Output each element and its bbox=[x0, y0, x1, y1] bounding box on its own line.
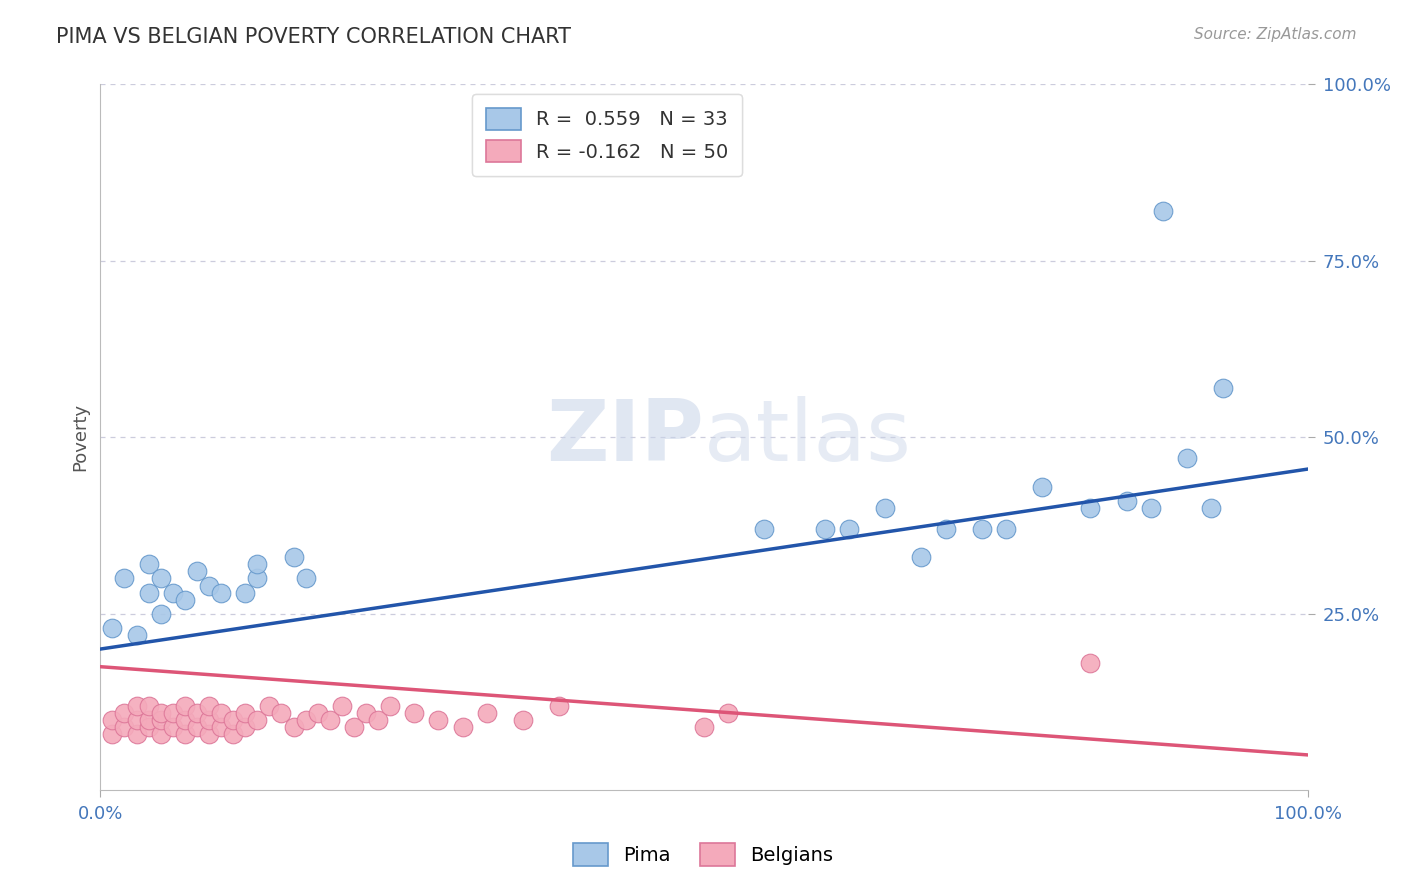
Point bbox=[307, 706, 329, 720]
Point bbox=[138, 713, 160, 727]
Point bbox=[138, 558, 160, 572]
Point bbox=[717, 706, 740, 720]
Point bbox=[934, 522, 956, 536]
Point bbox=[198, 727, 221, 741]
Point bbox=[754, 522, 776, 536]
Point bbox=[149, 706, 172, 720]
Point bbox=[125, 698, 148, 713]
Point bbox=[1152, 204, 1174, 219]
Point bbox=[114, 572, 136, 586]
Point bbox=[367, 713, 389, 727]
Point bbox=[198, 713, 221, 727]
Point bbox=[1080, 500, 1102, 515]
Point bbox=[162, 585, 184, 599]
Point bbox=[1212, 381, 1234, 395]
Point bbox=[1115, 493, 1137, 508]
Point bbox=[173, 698, 195, 713]
Point bbox=[173, 727, 195, 741]
Point bbox=[354, 706, 377, 720]
Point bbox=[246, 713, 269, 727]
Point bbox=[125, 628, 148, 642]
Point bbox=[101, 621, 124, 635]
Legend: R =  0.559   N = 33, R = -0.162   N = 50: R = 0.559 N = 33, R = -0.162 N = 50 bbox=[472, 95, 742, 176]
Point bbox=[209, 585, 232, 599]
Point bbox=[451, 720, 474, 734]
Point bbox=[114, 706, 136, 720]
Point bbox=[283, 550, 305, 565]
Text: PIMA VS BELGIAN POVERTY CORRELATION CHART: PIMA VS BELGIAN POVERTY CORRELATION CHAR… bbox=[56, 27, 571, 46]
Point bbox=[1031, 480, 1053, 494]
Point bbox=[198, 578, 221, 592]
Point bbox=[162, 720, 184, 734]
Point bbox=[222, 713, 245, 727]
Point bbox=[186, 706, 208, 720]
Point bbox=[101, 727, 124, 741]
Point bbox=[548, 698, 571, 713]
Legend: Pima, Belgians: Pima, Belgians bbox=[565, 835, 841, 873]
Point bbox=[512, 713, 534, 727]
Point bbox=[994, 522, 1017, 536]
Point bbox=[378, 698, 401, 713]
Point bbox=[138, 585, 160, 599]
Point bbox=[101, 713, 124, 727]
Point bbox=[233, 720, 256, 734]
Point bbox=[125, 713, 148, 727]
Point bbox=[693, 720, 716, 734]
Point bbox=[970, 522, 993, 536]
Point bbox=[173, 713, 195, 727]
Point bbox=[233, 585, 256, 599]
Point bbox=[283, 720, 305, 734]
Point bbox=[259, 698, 281, 713]
Point bbox=[1199, 500, 1222, 515]
Y-axis label: Poverty: Poverty bbox=[72, 403, 89, 471]
Text: atlas: atlas bbox=[704, 396, 912, 479]
Point bbox=[404, 706, 426, 720]
Point bbox=[294, 713, 316, 727]
Point bbox=[149, 572, 172, 586]
Point bbox=[875, 500, 897, 515]
Point bbox=[149, 713, 172, 727]
Point bbox=[1175, 451, 1198, 466]
Point bbox=[330, 698, 353, 713]
Point bbox=[149, 727, 172, 741]
Point bbox=[138, 720, 160, 734]
Point bbox=[246, 558, 269, 572]
Point bbox=[814, 522, 837, 536]
Point bbox=[233, 706, 256, 720]
Point bbox=[222, 727, 245, 741]
Point bbox=[270, 706, 292, 720]
Text: ZIP: ZIP bbox=[547, 396, 704, 479]
Point bbox=[294, 572, 316, 586]
Point bbox=[910, 550, 932, 565]
Point bbox=[198, 698, 221, 713]
Point bbox=[343, 720, 366, 734]
Point bbox=[125, 727, 148, 741]
Point bbox=[838, 522, 860, 536]
Point bbox=[319, 713, 342, 727]
Point bbox=[162, 706, 184, 720]
Point bbox=[246, 572, 269, 586]
Point bbox=[186, 565, 208, 579]
Text: Source: ZipAtlas.com: Source: ZipAtlas.com bbox=[1194, 27, 1357, 42]
Point bbox=[475, 706, 498, 720]
Point bbox=[173, 592, 195, 607]
Point bbox=[209, 706, 232, 720]
Point bbox=[209, 720, 232, 734]
Point bbox=[114, 720, 136, 734]
Point bbox=[427, 713, 450, 727]
Point bbox=[1080, 656, 1102, 670]
Point bbox=[186, 720, 208, 734]
Point bbox=[138, 698, 160, 713]
Point bbox=[149, 607, 172, 621]
Point bbox=[1139, 500, 1161, 515]
